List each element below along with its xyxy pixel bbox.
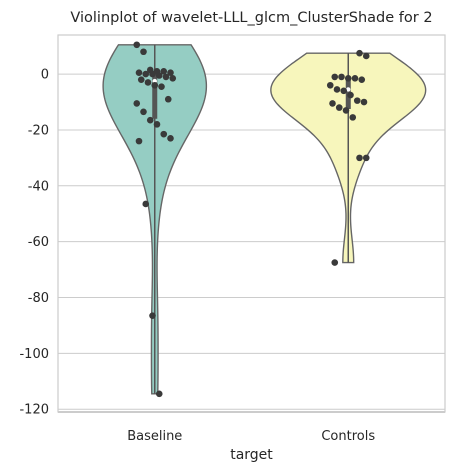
chart-title: Violinplot of wavelet-LLL_glcm_ClusterSh…: [70, 10, 432, 26]
y-tick-label: -80: [28, 291, 49, 306]
iqr-box: [152, 72, 158, 119]
data-point: [329, 100, 336, 107]
data-point: [140, 108, 147, 116]
y-tick-label: -60: [28, 235, 49, 250]
data-point: [160, 68, 168, 75]
data-point: [160, 130, 168, 138]
data-point: [353, 97, 361, 104]
data-point: [158, 83, 165, 90]
data-point: [167, 69, 174, 76]
data-point: [146, 116, 154, 124]
data-point: [151, 81, 159, 89]
data-point: [333, 86, 341, 93]
y-tick-label: -40: [28, 179, 49, 194]
data-point: [349, 114, 357, 121]
data-point: [135, 69, 143, 76]
data-point: [155, 390, 163, 398]
data-point: [144, 79, 152, 86]
data-point: [167, 135, 174, 142]
x-tick-label: Controls: [321, 429, 375, 444]
data-point: [149, 70, 156, 78]
data-point: [162, 73, 170, 81]
x-tick-label: Baseline: [127, 429, 182, 444]
data-point: [342, 107, 350, 114]
data-point: [362, 154, 370, 162]
data-point: [338, 73, 345, 81]
data-point: [358, 76, 366, 83]
data-point: [356, 49, 363, 57]
x-tick-labels: Baseline Controls: [127, 429, 375, 444]
data-point: [331, 259, 339, 266]
data-point: [142, 200, 150, 208]
strip-points: [133, 41, 370, 398]
data-point: [133, 100, 141, 107]
data-point: [155, 72, 163, 79]
x-axis-label: target: [230, 447, 273, 463]
data-point: [164, 95, 172, 103]
data-point: [137, 76, 145, 83]
data-point: [360, 98, 368, 106]
data-point: [169, 74, 177, 82]
data-point: [335, 104, 343, 111]
data-point: [135, 137, 143, 145]
data-point: [347, 91, 354, 99]
data-point: [153, 121, 161, 128]
y-tick-label: -100: [19, 347, 49, 362]
data-point: [351, 74, 359, 82]
data-point: [142, 70, 150, 78]
data-point: [140, 48, 147, 56]
data-point: [344, 74, 352, 82]
data-point: [362, 52, 370, 60]
y-tick-label: -20: [28, 123, 49, 138]
data-point: [340, 87, 348, 95]
median-marker: [346, 87, 351, 92]
data-point: [326, 81, 334, 89]
y-tick-label: -120: [19, 403, 49, 418]
data-point: [149, 312, 156, 319]
data-point: [356, 154, 363, 162]
y-tick-labels: 0 -20 -40 -60 -80 -100 -120: [19, 68, 49, 418]
y-tick-label: 0: [41, 68, 49, 83]
data-point: [331, 73, 339, 81]
violins: [102, 44, 427, 395]
data-point: [133, 41, 141, 49]
